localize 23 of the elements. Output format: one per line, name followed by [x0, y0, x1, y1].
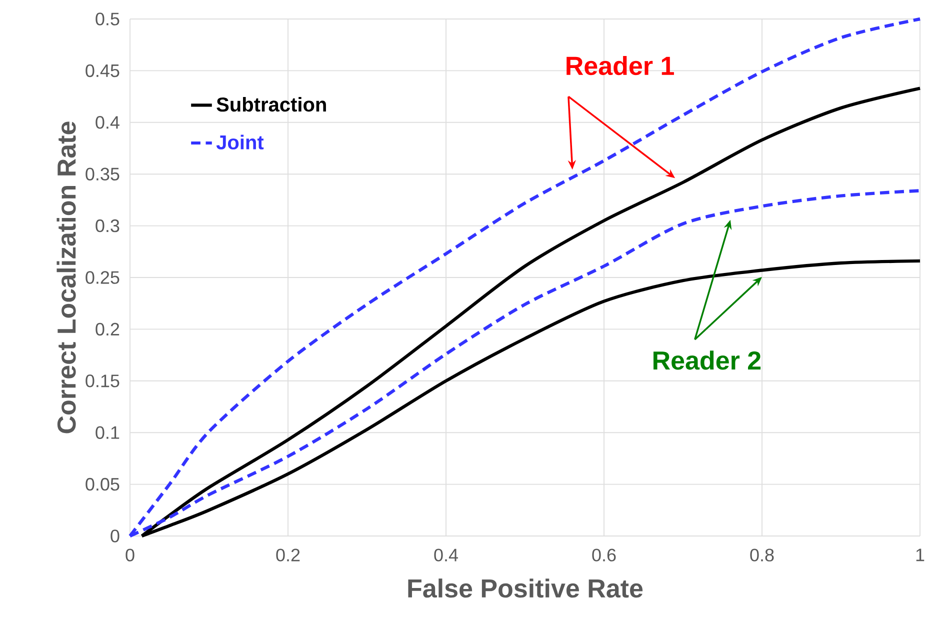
y-tick-label: 0: [110, 530, 120, 542]
y-tick-label: 0.05: [86, 478, 120, 491]
y-tick-label: 0.1: [96, 426, 120, 439]
annotation: Reader 1: [566, 56, 674, 76]
annotation: Reader 2: [654, 350, 761, 370]
x-tick-label: 1: [916, 548, 924, 562]
x-tick-label: 0.2: [276, 548, 300, 562]
y-tick-label: 0.25: [86, 271, 120, 284]
y-tick-label: 0.35: [86, 168, 120, 180]
y-tick-label: 0.4: [96, 116, 120, 129]
y-tick-label: 0.15: [86, 374, 120, 388]
legend-label: Joint: [216, 134, 264, 150]
y-tick-label: 0.5: [96, 12, 120, 26]
y-axis-title: Correct Localization Rate: [56, 122, 76, 434]
x-axis-title: False Positive Rate: [408, 578, 643, 598]
x-tick-label: 0: [126, 548, 134, 562]
x-tick-label: 0.4: [434, 548, 458, 562]
y-tick-label: 0.2: [96, 322, 120, 336]
x-tick-label: 0.8: [750, 548, 774, 562]
x-tick-label: 0.6: [592, 548, 616, 562]
y-tick-label: 0.3: [96, 219, 120, 232]
legend-label: Subtraction: [216, 96, 326, 112]
y-tick-label: 0.45: [86, 64, 120, 78]
